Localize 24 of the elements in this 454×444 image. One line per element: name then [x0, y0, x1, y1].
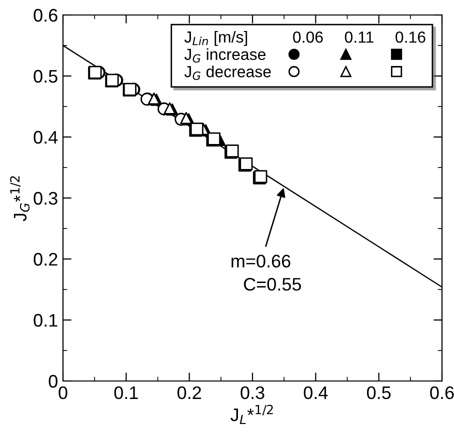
- legend-label: 0.11: [344, 31, 374, 43]
- x-axis-title: J$_{L}$*$^{1/2}$: [230, 404, 273, 424]
- x-tick-label: 0.3: [240, 386, 264, 400]
- y-tick-label: 0.6: [34, 8, 58, 22]
- x-tick-label: 0: [58, 386, 68, 400]
- x-tick-label: 0.2: [177, 386, 201, 400]
- x-tick-label: 0.1: [114, 386, 138, 400]
- y-tick-label: 0: [48, 374, 58, 388]
- legend-label: 0.06: [293, 31, 323, 43]
- annotation: C=0.55: [244, 278, 301, 291]
- x-tick-label: 0.6: [430, 386, 454, 400]
- x-tick-label: 0.4: [304, 386, 328, 400]
- y-tick-label: 0.2: [34, 252, 58, 266]
- y-tick-label: 0.5: [34, 70, 58, 83]
- x-tick-label: 0.5: [366, 386, 391, 400]
- annotation: m=0.66: [232, 254, 290, 268]
- y-tick-label: 0.1: [34, 314, 58, 327]
- y-axis-title: J$_{G}$*$^{1/2}$: [10, 176, 30, 222]
- y-tick-label: 0.4: [34, 130, 58, 144]
- legend-label: 0.16: [396, 31, 426, 43]
- annotation: J$_{G}$ decrease: [184, 66, 271, 80]
- y-tick-label: 0.3: [34, 192, 58, 205]
- legend-title: J$_{Lin}$ [m/s]: [184, 30, 248, 46]
- annotation: J$_{G}$ increase: [184, 48, 266, 63]
